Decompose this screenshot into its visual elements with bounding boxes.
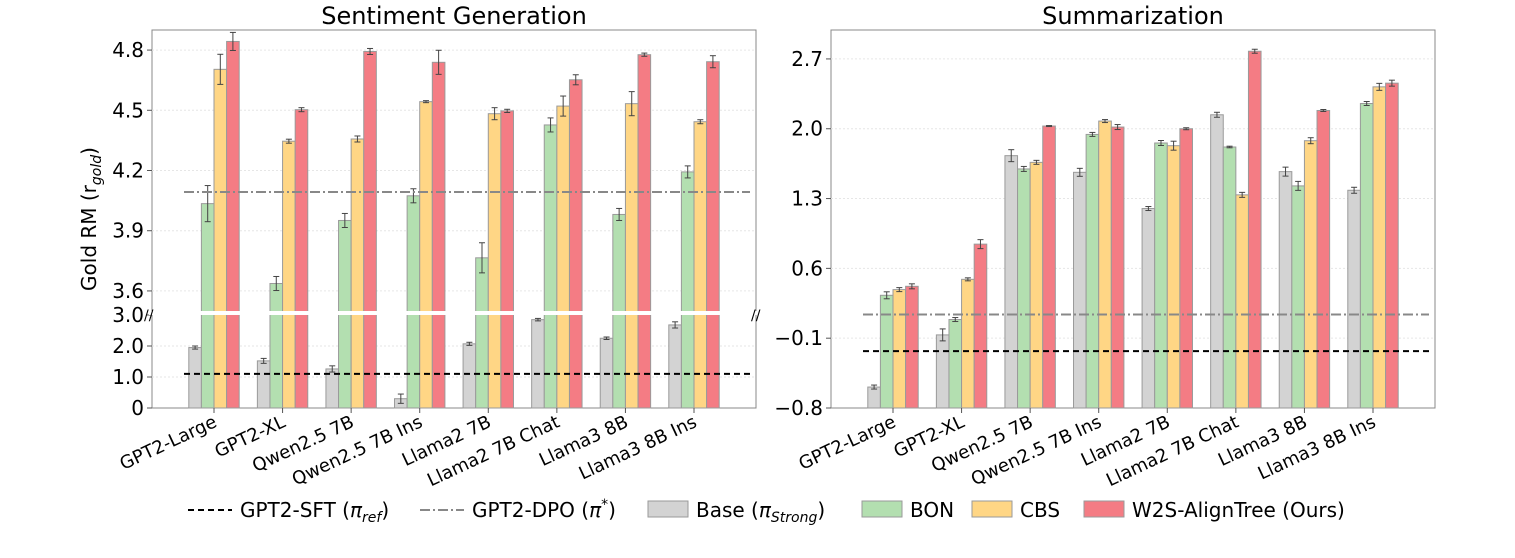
- bar-base: [1347, 189, 1361, 409]
- y-tick-label: 1.3: [791, 187, 823, 211]
- axis-break-mark: //: [144, 308, 154, 324]
- bar-bon: [1017, 168, 1031, 409]
- right-chart-title: Summarization: [1042, 2, 1224, 30]
- legend-dpo-label: GPT2-DPO (π*): [472, 497, 616, 522]
- bar-w2s: [637, 54, 652, 409]
- bar-cbs: [1235, 194, 1249, 409]
- y-tick-label: 4.2: [112, 159, 144, 183]
- axis-break-mark: //: [751, 308, 761, 324]
- y-tick-label: 2.0: [112, 334, 144, 358]
- bar-base: [1210, 114, 1224, 409]
- bar-w2s: [706, 61, 720, 409]
- y-axis-label: Gold RM (rgold): [77, 147, 105, 291]
- bar-w2s: [1110, 126, 1125, 409]
- left-chart-title: Sentiment Generation: [321, 2, 587, 30]
- bar-cbs: [624, 103, 639, 409]
- bar-base: [1141, 208, 1156, 409]
- bar-cbs: [892, 289, 907, 409]
- bar-cbs: [693, 121, 708, 409]
- bar-bon: [680, 171, 695, 409]
- legend-bon-label: BON: [910, 498, 954, 522]
- bar-base: [668, 324, 682, 409]
- bar-w2s: [1179, 128, 1193, 409]
- bar-base: [1073, 171, 1087, 409]
- bar-base: [531, 319, 545, 409]
- bar-cbs: [350, 138, 365, 409]
- y-tick-label: −0.8: [774, 396, 823, 420]
- bar-bon: [1291, 185, 1305, 409]
- bar-w2s: [568, 79, 583, 409]
- plot-area: [830, 29, 1436, 409]
- bar-bon: [948, 319, 963, 409]
- x-tick-label: GPT2-Large: [796, 411, 899, 474]
- x-tick-label: Llama3 8B Ins: [1255, 411, 1379, 484]
- bar-w2s: [973, 243, 988, 409]
- bar-cbs: [1166, 145, 1181, 409]
- bar-cbs: [419, 101, 433, 409]
- legend-w2s-swatch: [1083, 500, 1125, 518]
- bar-base: [935, 334, 950, 409]
- legend-w2s-label: W2S-AlignTree (Ours): [1132, 498, 1345, 522]
- y-tick-label: 2.0: [791, 117, 823, 141]
- bar-cbs: [282, 140, 296, 409]
- bar-cbs: [556, 105, 570, 409]
- left-chart: 3.63.94.24.54.801.02.03.0GPT2-LargeGPT2-…: [112, 29, 761, 491]
- bar-cbs: [1372, 86, 1387, 409]
- legend-cbs-label: CBS: [1020, 498, 1060, 522]
- y-tick-label: 1.0: [112, 365, 144, 389]
- legend-bon-swatch: [861, 500, 903, 518]
- bar-base: [1278, 171, 1293, 409]
- bar-w2s: [431, 61, 446, 409]
- bar-cbs: [213, 68, 228, 409]
- bar-w2s: [1042, 125, 1056, 409]
- bar-w2s: [500, 110, 514, 409]
- bar-cbs: [1029, 161, 1044, 409]
- y-tick-label: 2.7: [791, 47, 823, 71]
- bar-base: [256, 360, 271, 409]
- bar-w2s: [1316, 109, 1331, 409]
- y-tick-label: 0: [131, 396, 144, 420]
- bar-bon: [200, 203, 215, 409]
- bar-w2s: [1385, 82, 1399, 409]
- right-chart: −0.8−0.10.61.32.02.7GPT2-LargeGPT2-XLQwe…: [774, 29, 1436, 491]
- bar-base: [1004, 155, 1019, 409]
- bar-bon: [269, 283, 284, 409]
- y-tick-label: 4.8: [112, 38, 144, 62]
- plot-area: [151, 29, 757, 409]
- bar-w2s: [226, 40, 240, 409]
- bar-w2s: [294, 109, 309, 409]
- bar-w2s: [363, 50, 377, 409]
- x-tick-label: Llama3 8B Ins: [576, 411, 700, 484]
- y-tick-label: 3.0: [112, 303, 144, 327]
- legend-base-swatch: [647, 500, 689, 518]
- y-tick-label: 3.9: [112, 219, 144, 243]
- bar-cbs: [487, 113, 502, 409]
- bar-bon: [1154, 142, 1168, 409]
- legend-base-label: Base (πStrong): [696, 498, 825, 526]
- bar-cbs: [1303, 140, 1318, 409]
- legend-sft-label: GPT2-SFT (πref): [240, 498, 389, 526]
- x-tick-label: GPT2-Large: [117, 411, 220, 474]
- legend-cbs-swatch: [971, 500, 1013, 518]
- bar-bon: [475, 257, 489, 409]
- y-tick-label: 4.5: [112, 98, 144, 122]
- legend: GPT2-SFT (πref) GPT2-DPO (π*) Base (πStr…: [188, 497, 1345, 526]
- axis-break-gap: [149, 311, 759, 315]
- bar-bon: [1359, 103, 1374, 409]
- bar-w2s: [1247, 50, 1262, 409]
- bar-bon: [406, 195, 421, 409]
- y-tick-label: 0.6: [791, 256, 823, 280]
- bar-bon: [543, 124, 558, 409]
- y-tick-label: 3.6: [112, 279, 144, 303]
- bar-cbs: [961, 278, 975, 409]
- bar-cbs: [1098, 120, 1112, 409]
- bar-bon: [1085, 133, 1100, 409]
- bar-w2s: [905, 285, 919, 409]
- bar-base: [188, 347, 202, 409]
- bar-base: [462, 343, 477, 409]
- bar-base: [867, 386, 881, 409]
- bar-bon: [1222, 146, 1237, 409]
- y-tick-label: −0.1: [774, 326, 823, 350]
